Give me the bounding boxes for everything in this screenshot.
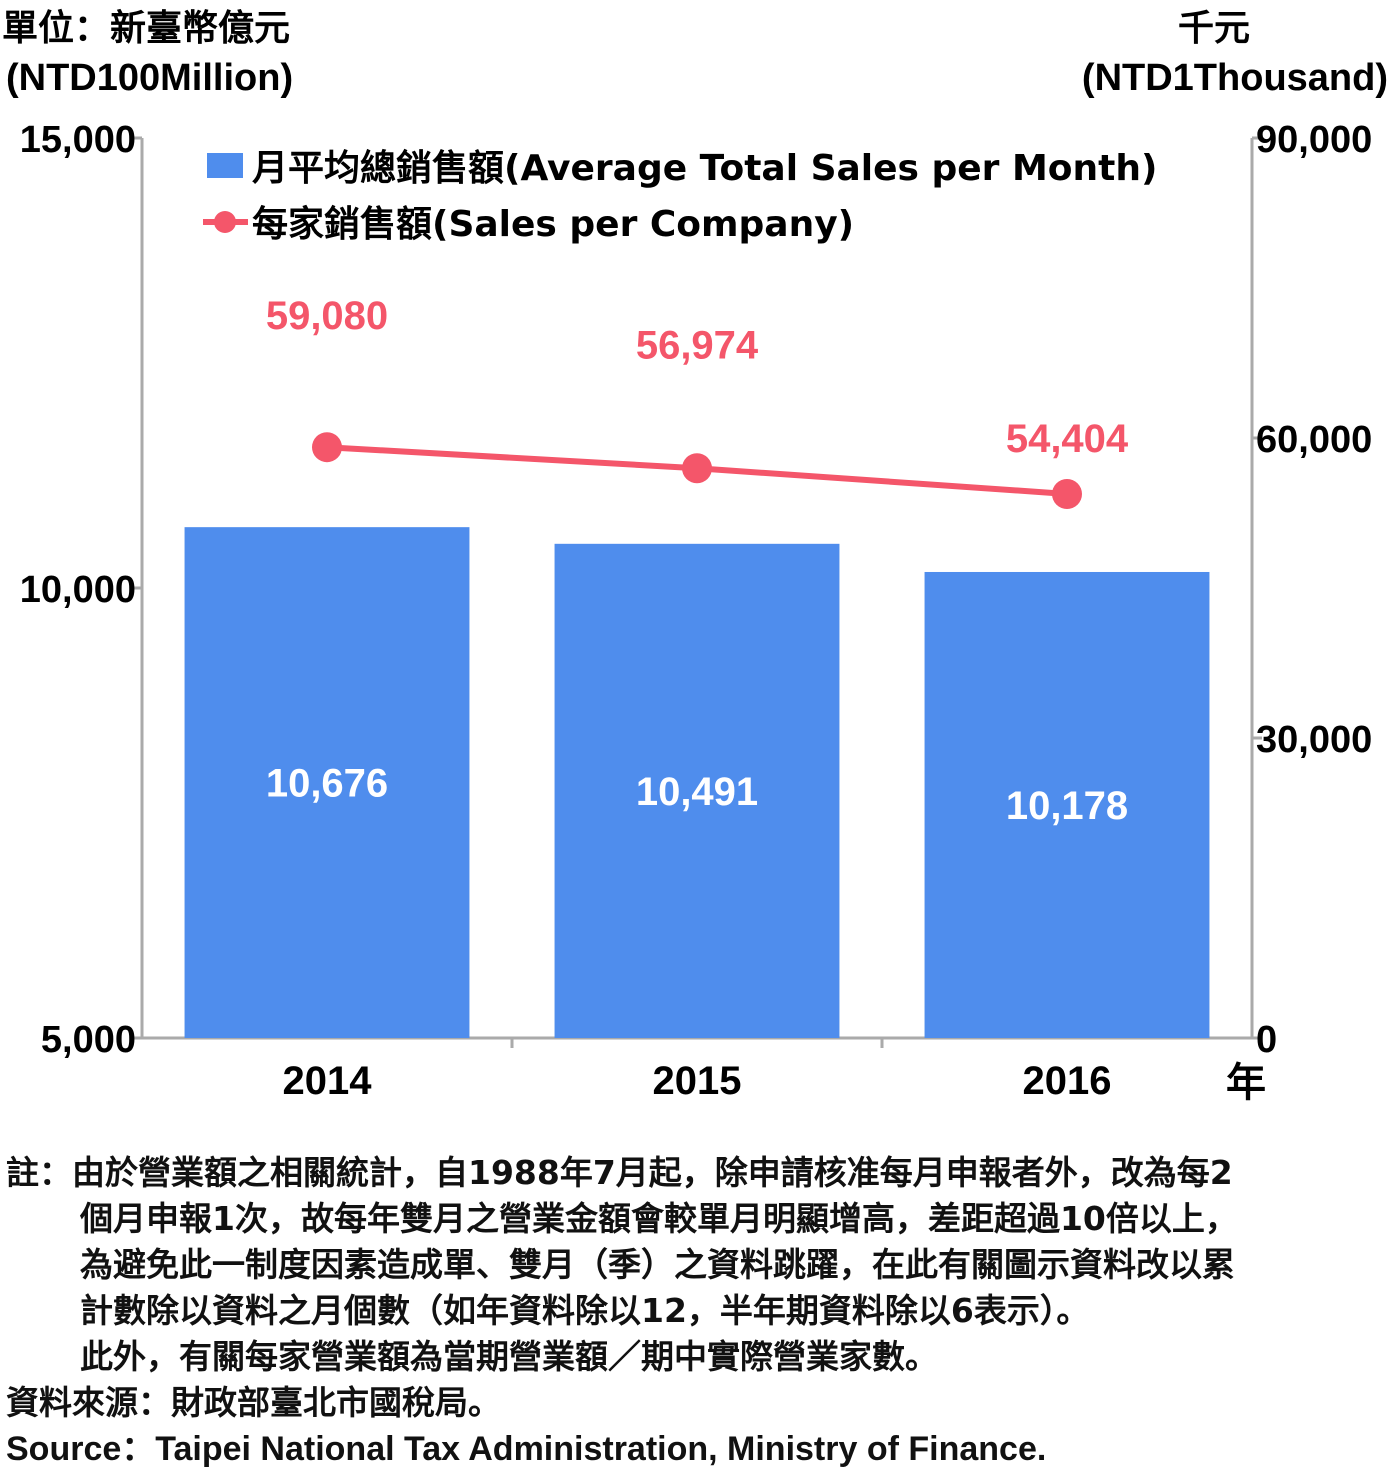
legend-line-label: 每家銷售額(Sales per Company)	[252, 203, 854, 245]
right-tick-label: 30,000	[1256, 719, 1372, 761]
left-axis-unit-zh: 單位：新臺幣億元	[2, 8, 290, 49]
legend-line-marker	[214, 211, 236, 233]
line-value-label: 56,974	[636, 323, 759, 367]
left-tick-label: 15,000	[20, 119, 136, 161]
legend: 月平均總銷售額(Average Total Sales per Month) 每…	[203, 147, 1157, 245]
bar-2015	[554, 543, 840, 1038]
line-point-2014	[312, 432, 342, 463]
bar-value-label: 10,676	[266, 762, 388, 806]
footnotes: 註：由於營業額之相關統計，自1988年7月起，除申請核准每月申報者外，改為每2 …	[6, 1150, 1390, 1472]
line-value-label: 54,404	[1006, 417, 1129, 461]
legend-bar-label: 月平均總銷售額(Average Total Sales per Month)	[252, 147, 1157, 189]
bar-value-label: 10,491	[636, 770, 758, 814]
x-category-label: 2015	[653, 1059, 742, 1103]
line-point-2015	[682, 453, 712, 484]
plot-area: 5,000 10,000 15,000 0 30,000 60,000 90,000 10,6…	[20, 119, 1372, 1103]
note-line-1: 註：由於營業額之相關統計，自1988年7月起，除申請核准每月申報者外，改為每2	[6, 1153, 1233, 1192]
note-line-4: 計數除以資料之月個數（如年資料除以12，半年期資料除以6表示）。	[80, 1291, 1090, 1330]
right-tick-label: 60,000	[1256, 419, 1372, 461]
x-category-label: 2014	[283, 1059, 373, 1103]
right-tick-label: 90,000	[1256, 119, 1372, 161]
note-line-5: 此外，有關每家營業額為當期營業額／期中實際營業家數。	[80, 1337, 938, 1376]
line-point-2016	[1052, 478, 1082, 509]
left-tick-label: 5,000	[41, 1019, 136, 1061]
combo-chart: 單位：新臺幣億元 (NTD100Million) 千元 (NTD1Thousan…	[2, 8, 1388, 1106]
bar-2016	[924, 571, 1210, 1038]
x-category-label: 2016	[1023, 1059, 1112, 1103]
legend-bar-swatch	[207, 153, 243, 178]
x-axis-unit: 年	[1226, 1060, 1266, 1106]
source-zh: 資料來源：財政部臺北市國稅局。	[6, 1383, 501, 1422]
right-axis-unit-zh: 千元	[1178, 8, 1250, 49]
source-en: Source：Taipei National Tax Administratio…	[6, 1430, 1047, 1468]
note-line-3: 為避免此一制度因素造成單、雙月（季）之資料跳躍，在此有關圖示資料改以累	[80, 1245, 1235, 1284]
right-tick-label: 0	[1256, 1019, 1277, 1061]
bar-value-label: 10,178	[1006, 784, 1128, 828]
right-axis-unit-en: (NTD1Thousand)	[1082, 57, 1388, 99]
line-value-label: 59,080	[266, 294, 388, 338]
left-tick-label: 10,000	[20, 569, 136, 611]
note-line-2: 個月申報1次，故每年雙月之營業金額會較單月明顯增高，差距超過10倍以上，	[80, 1199, 1238, 1238]
left-axis-unit-en: (NTD100Million)	[6, 57, 293, 99]
bar-2014	[184, 527, 470, 1038]
